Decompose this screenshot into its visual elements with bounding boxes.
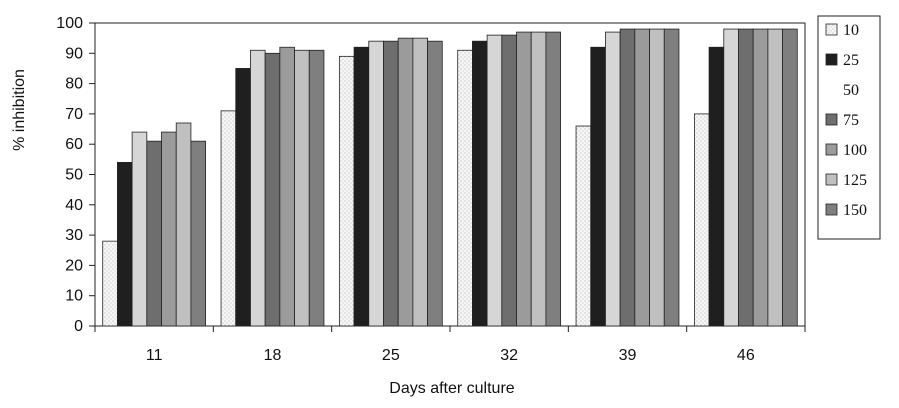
- plot-border: [94, 22, 806, 327]
- legend-swatch-125: [825, 173, 838, 186]
- bar-10-11: [102, 240, 118, 327]
- x-tick-label: 32: [500, 347, 518, 364]
- x-tick-label: 39: [619, 347, 637, 364]
- y-tick-label: 80: [65, 76, 83, 93]
- bar-75-39: [619, 28, 636, 327]
- y-tick-label: 60: [65, 136, 83, 153]
- bar-125-39: [649, 28, 665, 327]
- bar-125-11: [175, 122, 192, 327]
- legend: 10 25 50 75 100 125 150: [817, 15, 881, 240]
- bar-75-25: [383, 40, 399, 327]
- x-axis-title: Days after culture: [389, 380, 514, 397]
- bar-50-46: [723, 28, 739, 327]
- bar-75-11: [146, 140, 162, 327]
- bar-100-32: [516, 31, 532, 327]
- legend-label-100: 100: [843, 142, 867, 159]
- bar-50-32: [486, 34, 503, 327]
- bar-100-18: [279, 46, 295, 327]
- legend-label-150: 150: [843, 202, 867, 219]
- bar-100-11: [161, 131, 177, 327]
- bar-125-18: [294, 49, 310, 327]
- legend-label-50: 50: [843, 82, 859, 99]
- bar-50-39: [605, 31, 621, 327]
- x-tick-label: 25: [382, 347, 400, 364]
- bar-125-32: [530, 31, 547, 327]
- bar-100-46: [752, 28, 769, 327]
- bar-150-39: [663, 28, 680, 327]
- y-tick-label: 100: [56, 15, 83, 32]
- bar-10-18: [220, 110, 237, 327]
- bar-25-11: [117, 161, 133, 327]
- bar-75-32: [501, 34, 517, 327]
- y-tick-label: 90: [65, 45, 83, 62]
- bar-25-25: [353, 46, 370, 327]
- bar-10-25: [338, 55, 355, 327]
- legend-swatch-50: [826, 84, 837, 95]
- bar-150-32: [545, 31, 562, 327]
- legend-label-10: 10: [843, 22, 859, 39]
- y-tick-label: 50: [65, 167, 83, 184]
- bar-50-18: [250, 49, 266, 327]
- legend-swatch-25: [825, 53, 838, 66]
- bar-25-46: [708, 46, 725, 327]
- bar-50-25: [368, 40, 384, 327]
- x-tick-label: 18: [264, 347, 282, 364]
- legend-label-25: 25: [843, 52, 859, 69]
- bar-100-39: [634, 28, 650, 327]
- y-axis-title: % inhibition: [11, 69, 28, 151]
- legend-label-75: 75: [843, 112, 859, 129]
- bar-150-11: [190, 140, 207, 327]
- bar-125-25: [412, 37, 428, 327]
- bar-75-46: [738, 28, 754, 327]
- legend-label-125: 125: [843, 172, 867, 189]
- y-tick-label: 10: [65, 288, 83, 305]
- legend-swatch-150: [825, 203, 838, 216]
- bar-150-18: [308, 49, 325, 327]
- bar-10-46: [693, 113, 710, 327]
- legend-swatch-100: [825, 143, 838, 156]
- y-axis: 0 10 20 30 40 50 60 70 80 90 100: [56, 15, 95, 335]
- bar-25-18: [235, 68, 251, 327]
- legend-box: [817, 15, 881, 240]
- bar-75-18: [264, 52, 281, 327]
- bar-10-39: [575, 125, 592, 327]
- y-tick-label: 30: [65, 227, 83, 244]
- x-axis: 11 18 25 32 39 46: [94, 326, 806, 364]
- bar-25-39: [590, 46, 606, 327]
- y-tick-label: 0: [74, 318, 83, 335]
- bar-25-32: [472, 40, 488, 327]
- legend-swatch-75: [825, 113, 838, 126]
- bar-100-25: [397, 37, 414, 327]
- plot-area: [94, 22, 806, 327]
- legend-swatch-10: [825, 23, 838, 36]
- x-tick-label: 11: [146, 347, 163, 364]
- y-tick-label: 20: [65, 257, 83, 274]
- bar-50-11: [131, 131, 148, 327]
- y-tick-label: 40: [65, 197, 83, 214]
- bar-125-46: [767, 28, 783, 327]
- bar-150-46: [782, 28, 798, 327]
- bar-150-25: [427, 40, 443, 327]
- bar-10-32: [457, 49, 473, 327]
- x-tick-label: 46: [737, 347, 755, 364]
- y-tick-label: 70: [65, 106, 83, 123]
